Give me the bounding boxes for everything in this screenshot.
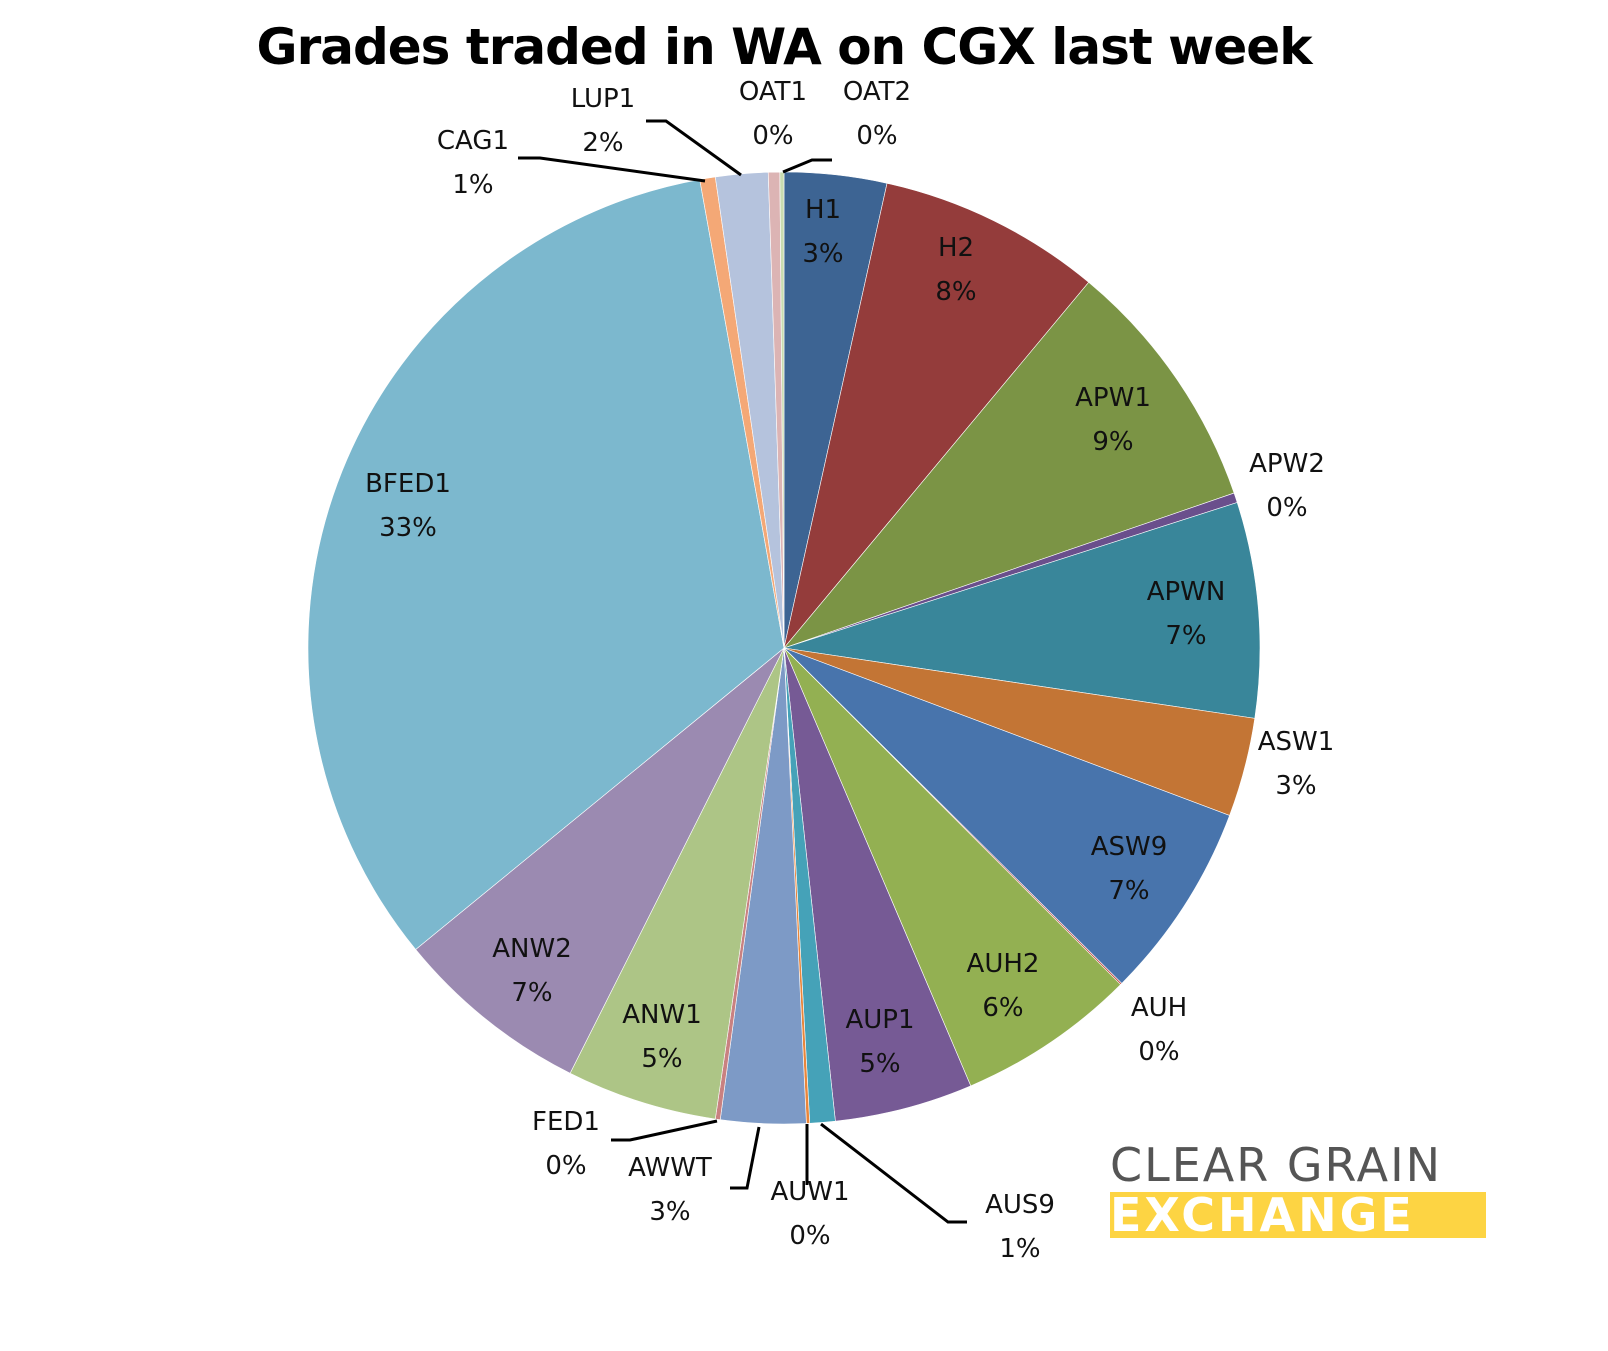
pie-slice-asw9: [783, 647, 1230, 984]
slice-label-aus9: AUS9 1%: [985, 1190, 1055, 1264]
leader-line-fed1: [611, 1119, 718, 1142]
slice-label-bfed1: BFED1 33%: [365, 469, 451, 543]
logo-text-bottom: EXCHANGE: [1110, 1192, 1486, 1238]
pie-slice-auh2: [783, 647, 1122, 1087]
leader-line-awwt: [730, 1126, 761, 1190]
slice-label-apw1: APW1 9%: [1075, 383, 1151, 457]
pie-slices: [307, 171, 1261, 1125]
slice-label-lup1: LUP1 2%: [571, 84, 635, 158]
slice-labels: H1 3% H2 8% APW1 9% APW2 0% APWN 7% ASW1 3% ASW9 7% AU…: [365, 77, 1334, 1264]
slice-label-auh2: AUH2 6%: [967, 949, 1040, 1023]
slice-label-asw1: ASW1 3%: [1258, 727, 1335, 801]
pie-slice-h2: [783, 182, 1090, 649]
pie-slice-bfed1: [307, 179, 785, 950]
pie-slice-anw1: [569, 647, 785, 1120]
leader-line-cag1: [518, 156, 706, 183]
slice-label-aup1: AUP1 5%: [845, 1005, 914, 1079]
slice-label-oat1: OAT1 0%: [739, 77, 807, 151]
slice-label-asw9: ASW9 7%: [1091, 832, 1168, 906]
leader-line-lup1: [646, 119, 742, 177]
leader-lines: [518, 119, 967, 1224]
pie-slice-apwn: [783, 502, 1261, 719]
slice-label-h2: H2 8%: [935, 233, 976, 307]
pie-slice-anw2: [415, 647, 785, 1074]
slice-label-oat2: OAT2 0%: [843, 77, 911, 151]
slice-label-h1: H1 3%: [802, 195, 843, 269]
slice-label-auh: AUH 0%: [1131, 993, 1187, 1067]
slice-label-anw2: ANW2 7%: [492, 934, 572, 1008]
pie-slice-apw1: [783, 281, 1235, 649]
slice-label-fed1: FED1 0%: [532, 1107, 600, 1181]
slice-label-apw2: APW2 0%: [1249, 449, 1325, 523]
leader-line-aus9: [820, 1122, 967, 1224]
slice-label-apwn: APWN 7%: [1147, 577, 1226, 651]
slice-label-auw1: AUW1 0%: [770, 1177, 849, 1251]
slice-label-cag1: CAG1 1%: [437, 126, 509, 200]
slice-label-awwt: AWWT 3%: [628, 1153, 712, 1227]
leader-line-oat2: [782, 158, 832, 174]
clear-grain-exchange-logo: CLEAR GRAIN EXCHANGE: [1110, 1142, 1486, 1238]
chart-title: Grades traded in WA on CGX last week: [256, 18, 1313, 76]
slice-label-anw1: ANW1 5%: [622, 1000, 702, 1074]
logo-text-top: CLEAR GRAIN: [1110, 1138, 1443, 1192]
